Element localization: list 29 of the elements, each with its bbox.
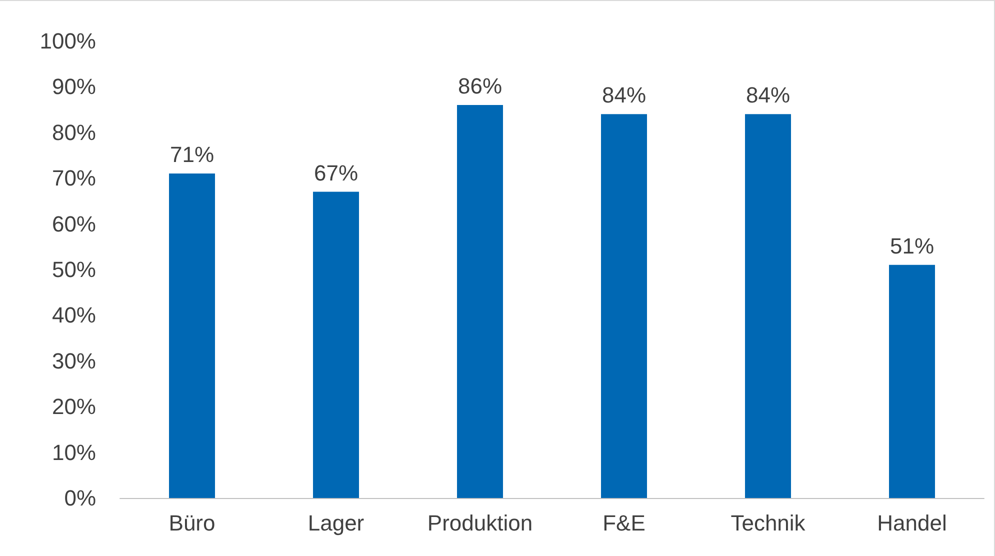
data-label: 71% [170,142,214,168]
y-tick-label: 50% [52,257,96,282]
y-tick-label: 60% [52,211,96,236]
bar [601,114,647,498]
x-tick-label: Produktion [427,510,533,536]
x-tick-label: Technik [730,510,806,536]
data-label: 84% [746,82,790,108]
y-tick-label: 10% [52,440,96,465]
y-tick-label: 0% [64,486,96,510]
data-label: 86% [458,73,502,98]
bar [745,114,791,498]
bar [169,174,215,498]
bar [889,264,935,498]
y-tick-label: 100% [40,28,96,54]
x-tick-label: Handel [877,510,947,536]
y-tick-label: 70% [52,166,96,191]
y-tick-label: 40% [52,302,96,328]
y-tick-label: 30% [52,348,96,374]
x-tick-label: Büro [168,510,216,536]
bar [313,192,359,498]
bar [457,104,503,498]
data-label: 67% [314,160,358,186]
data-label: 84% [602,82,646,108]
data-label: 51% [890,233,934,258]
x-tick-label: Lager [308,510,364,536]
y-tick-label: 20% [52,394,96,420]
y-tick-label: 80% [52,120,96,145]
x-tick-label: F&E [602,510,646,536]
y-tick-label: 90% [52,74,96,100]
